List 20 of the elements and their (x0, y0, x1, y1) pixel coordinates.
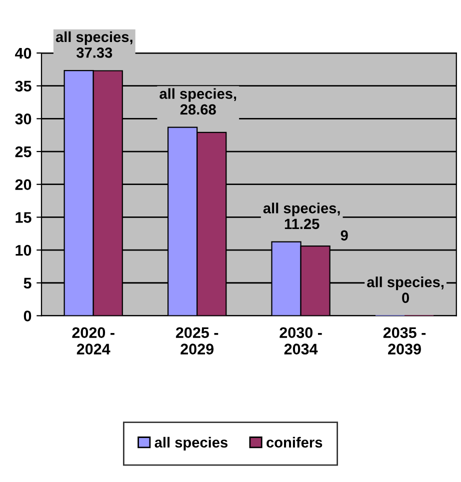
x-tick-label: 2020 - 2024 (72, 327, 114, 354)
y-tick-label: 5 (24, 278, 32, 289)
legend-label: all species (154, 436, 228, 450)
y-tick-label: 15 (16, 212, 32, 223)
y-tick-label: 20 (15, 179, 32, 190)
x-tick-label: 2025 - 2029 (176, 327, 218, 354)
y-tick-label: 30 (15, 114, 32, 124)
y-tick-label: 25 (15, 146, 32, 158)
y-tick-label: 40 (15, 48, 32, 59)
annotation: 9 (340, 230, 348, 241)
legend-label: conifers (266, 436, 322, 448)
data-label: all species, 0 (367, 276, 444, 303)
x-tick-label: 2035 - 2039 (383, 327, 426, 355)
data-label: all species, 37.33 (56, 31, 132, 58)
x-tick-label: 2030 - 2034 (280, 327, 322, 355)
data-label: all species, 11.25 (263, 202, 340, 230)
data-label: all species, 28.68 (160, 88, 236, 115)
y-tick-label: 0 (24, 310, 32, 322)
y-tick-label: 35 (15, 80, 32, 92)
y-tick-label: 10 (16, 244, 32, 256)
